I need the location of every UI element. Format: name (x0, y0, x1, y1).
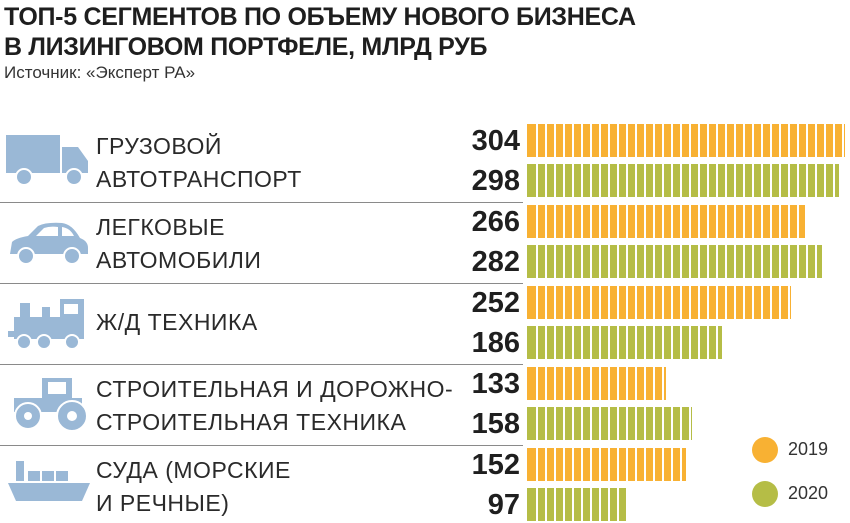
segment-divider (0, 283, 523, 284)
segment-label-line: Ж/Д ТЕХНИКА (96, 309, 258, 335)
bar-2020 (527, 245, 822, 278)
data-label: 152 (471, 449, 520, 481)
segment-label-line: ГРУЗОВОЙ (96, 133, 222, 159)
ship-icon (8, 461, 90, 501)
data-label: 97 (487, 489, 520, 521)
bar-2020 (527, 164, 839, 197)
legend-swatch-2019 (752, 437, 778, 463)
chart-source: Источник: «Эксперт РА» (4, 63, 196, 82)
data-label: 252 (471, 287, 520, 319)
bar-2020 (527, 326, 722, 359)
data-label: 298 (471, 165, 520, 197)
segment-label: СТРОИТЕЛЬНАЯ И ДОРОЖНО- СТРОИТЕЛЬНАЯ ТЕХН… (96, 373, 453, 439)
tractor-icon (14, 378, 88, 432)
segment-label-line: ЛЕГКОВЫЕ (96, 214, 225, 240)
legend-label-2020: 2020 (788, 483, 829, 503)
segment-label-line: АВТОТРАНСПОРТ (96, 166, 302, 192)
segment-label: ГРУЗОВОЙ АВТОТРАНСПОРТ (96, 130, 302, 196)
data-label: 133 (471, 368, 520, 400)
bar-2020 (527, 488, 628, 521)
segment-label-line: СУДА (МОРСКИЕ (96, 457, 291, 483)
bar-2019 (527, 124, 845, 157)
segment-label: Ж/Д ТЕХНИКА (96, 306, 258, 339)
data-label: 266 (471, 206, 520, 238)
bar-2019 (527, 367, 666, 400)
bar-2019 (527, 448, 686, 481)
segment-label: ЛЕГКОВЫЕ АВТОМОБИЛИ (96, 211, 261, 277)
segment-label: СУДА (МОРСКИЕ И РЕЧНЫЕ) (96, 454, 291, 520)
segment-divider (0, 364, 523, 365)
legend-swatch-2020 (752, 481, 778, 507)
legend-label-2019: 2019 (788, 439, 829, 459)
segment-label-line: И РЕЧНЫЕ) (96, 490, 230, 516)
segment-divider (0, 202, 523, 203)
segment-label-line: СТРОИТЕЛЬНАЯ И ДОРОЖНО- (96, 376, 454, 402)
bar-2019 (527, 205, 805, 238)
locomotive-icon (8, 299, 84, 350)
data-label: 304 (471, 125, 520, 157)
data-label: 186 (471, 327, 520, 359)
chart-title-line2: В ЛИЗИНГОВОМ ПОРТФЕЛЕ, МЛРД РУБ (4, 33, 488, 61)
segment-divider (0, 445, 523, 446)
car-icon (10, 222, 88, 265)
segment-label-line: СТРОИТЕЛЬНАЯ ТЕХНИКА (96, 409, 407, 435)
data-label: 282 (471, 246, 520, 278)
chart-title-line1: ТОП-5 СЕГМЕНТОВ ПО ОБЪЕМУ НОВОГО БИЗНЕСА (4, 3, 636, 31)
bar-2019 (527, 286, 791, 319)
segment-label-line: АВТОМОБИЛИ (96, 247, 262, 273)
chart-title: ТОП-5 СЕГМЕНТОВ ПО ОБЪЕМУ НОВОГО БИЗНЕСА… (4, 2, 844, 62)
truck-icon (6, 135, 88, 186)
data-label: 158 (471, 408, 520, 440)
bar-2020 (527, 407, 692, 440)
